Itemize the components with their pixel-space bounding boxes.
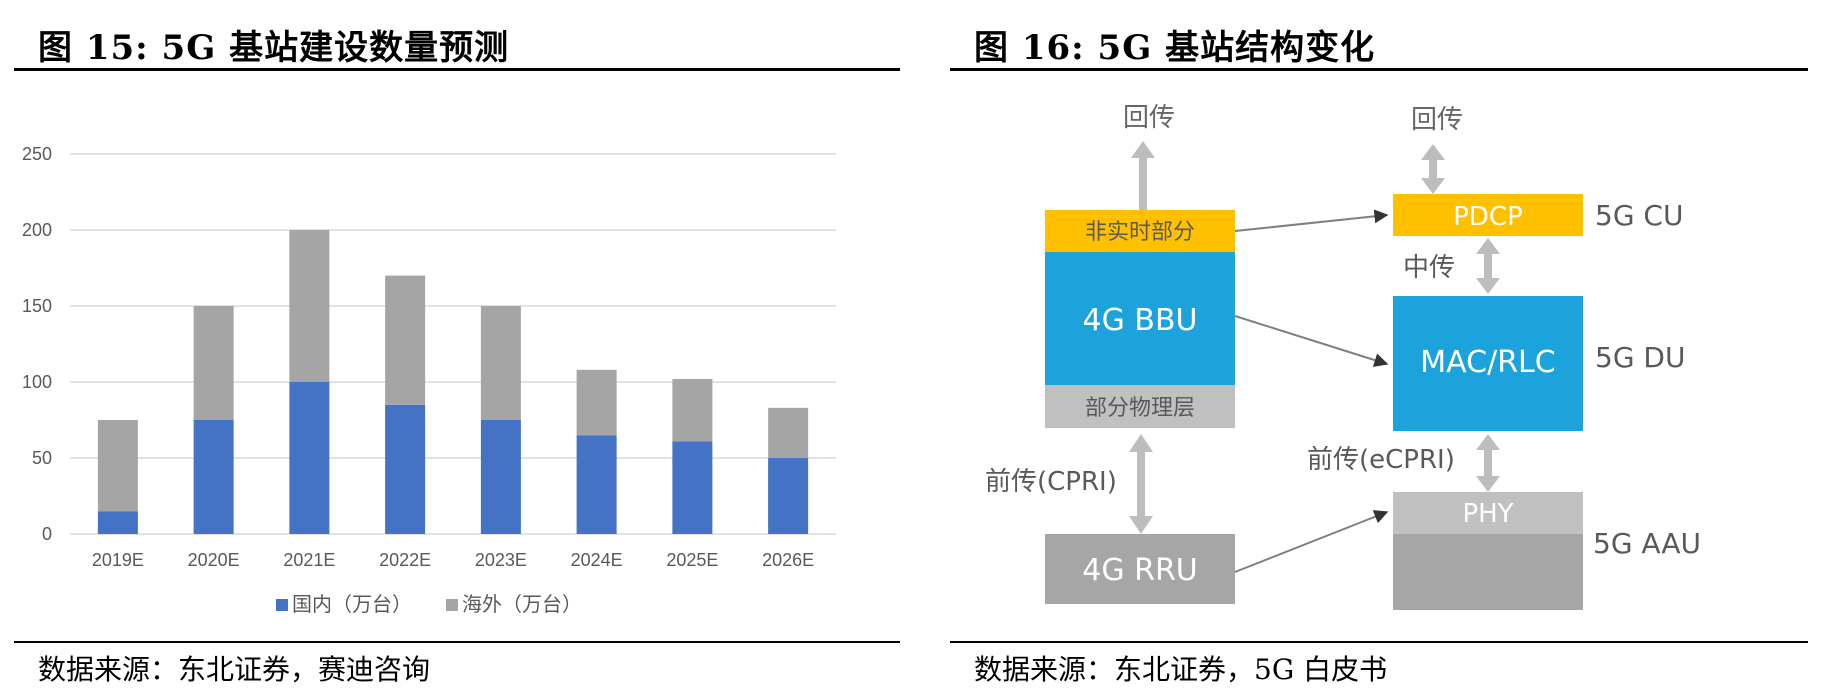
title-rule — [950, 68, 1808, 71]
x-tick-label: 2019E — [92, 550, 144, 570]
bar-overseas — [672, 378, 713, 442]
bar-overseas — [576, 369, 617, 436]
x-tick-label: 2021E — [283, 550, 335, 570]
x-tick-label: 2020E — [188, 550, 240, 570]
y-tick-label: 200 — [22, 220, 52, 240]
bar-domestic — [97, 511, 138, 534]
y-tick-label: 100 — [22, 372, 52, 392]
up-arrow-icon — [1131, 141, 1155, 210]
double-arrow-icon — [1476, 238, 1500, 294]
phy-block — [1393, 492, 1583, 534]
bar-overseas — [480, 306, 521, 420]
partial-phy-block — [1045, 385, 1235, 428]
y-tick-label: 50 — [32, 448, 52, 468]
fronthaul-label-5g: 前传(eCPRI) — [1307, 445, 1455, 475]
midhaul-label: 中传 — [1403, 253, 1455, 283]
bar-domestic — [385, 404, 426, 534]
bar-overseas — [289, 230, 330, 382]
bar-domestic — [672, 441, 713, 534]
fronthaul-label-4g: 前传(CPRI) — [985, 467, 1117, 497]
base-station-diagram: 回传 非实时部分 4G BBU 部分物理层 前传(CPRI) 4G RRU 回传… — [985, 103, 1701, 610]
aau-block — [1393, 534, 1583, 610]
bar-domestic — [289, 382, 330, 534]
nonrealtime-block — [1045, 210, 1235, 252]
double-arrow-icon — [1129, 434, 1153, 534]
figure-title: 图 16: 5G 基站结构变化 — [974, 28, 1376, 68]
double-arrow-icon — [1476, 434, 1500, 492]
bar-domestic — [193, 420, 234, 534]
source-rule — [14, 641, 900, 643]
bar-overseas — [97, 420, 138, 512]
bbu-label: 4G BBU — [1083, 303, 1198, 338]
bar-domestic — [480, 420, 521, 534]
legend-swatch-domestic — [276, 599, 288, 611]
rru-block — [1045, 534, 1235, 604]
x-tick-label: 2024E — [571, 550, 623, 570]
y-tick-label: 250 — [22, 144, 52, 164]
rru-label: 4G RRU — [1082, 553, 1198, 588]
x-tick-label: 2022E — [379, 550, 431, 570]
figure-title: 图 15: 5G 基站建设数量预测 — [38, 28, 510, 68]
source-rule — [950, 641, 1808, 643]
legend-label-overseas: 海外（万台） — [462, 592, 582, 616]
connector-nonrealtime-to-pdcp — [1234, 209, 1389, 232]
phy-label: PHY — [1462, 499, 1513, 529]
connector-rru-to-phy — [1234, 510, 1389, 573]
pdcp-label: PDCP — [1453, 202, 1523, 232]
x-tick-label: 2023E — [475, 550, 527, 570]
bar-domestic — [576, 435, 617, 534]
y-tick-label: 0 — [42, 524, 52, 544]
backhaul-label-5g: 回传 — [1411, 105, 1463, 135]
bbu-block — [1045, 252, 1235, 385]
du-label: 5G DU — [1595, 341, 1685, 374]
title-rule — [14, 68, 900, 71]
nonrealtime-label: 非实时部分 — [1085, 220, 1195, 245]
aau-label: 5G AAU — [1593, 527, 1701, 560]
figure-16-panel: 图 16: 5G 基站结构变化 回传 非实时部分 4G BBU 部分物理层 前传… — [945, 0, 1828, 686]
chart-bars — [97, 230, 809, 534]
cu-label: 5G CU — [1595, 199, 1683, 232]
bar-overseas — [768, 407, 809, 458]
bar-domestic — [768, 458, 809, 534]
double-arrow-icon — [1421, 144, 1445, 194]
source-note: 数据来源：东北证券，5G 白皮书 — [974, 653, 1388, 686]
mac-rlc-block — [1393, 296, 1583, 431]
stacked-bar-chart: 0 50 100 150 200 250 2019E 2020E 2021E 2022E 2023… — [22, 144, 836, 616]
chart-grid — [70, 153, 836, 535]
x-axis: 2019E 2020E 2021E 2022E 2023E 2024E 2025E 2026E — [92, 550, 814, 570]
chart-legend: 国内（万台） 海外（万台） — [276, 592, 582, 616]
backhaul-label-4g: 回传 — [1123, 103, 1175, 133]
mac-rlc-label: MAC/RLC — [1420, 345, 1555, 380]
legend-label-domestic: 国内（万台） — [292, 592, 412, 616]
partial-phy-label: 部分物理层 — [1085, 396, 1195, 421]
connector-bbu-to-mac — [1234, 315, 1389, 367]
legend-swatch-overseas — [446, 599, 458, 611]
bar-overseas — [193, 306, 234, 420]
x-tick-label: 2025E — [666, 550, 718, 570]
x-tick-label: 2026E — [762, 550, 814, 570]
bar-overseas — [385, 275, 426, 405]
y-tick-label: 150 — [22, 296, 52, 316]
source-note: 数据来源：东北证券，赛迪咨询 — [38, 653, 431, 686]
y-axis: 0 50 100 150 200 250 — [22, 144, 52, 544]
figure-15-panel: 图 15: 5G 基站建设数量预测 0 50 100 150 200 250 2019E 2… — [0, 0, 900, 686]
pdcp-block — [1393, 194, 1583, 236]
